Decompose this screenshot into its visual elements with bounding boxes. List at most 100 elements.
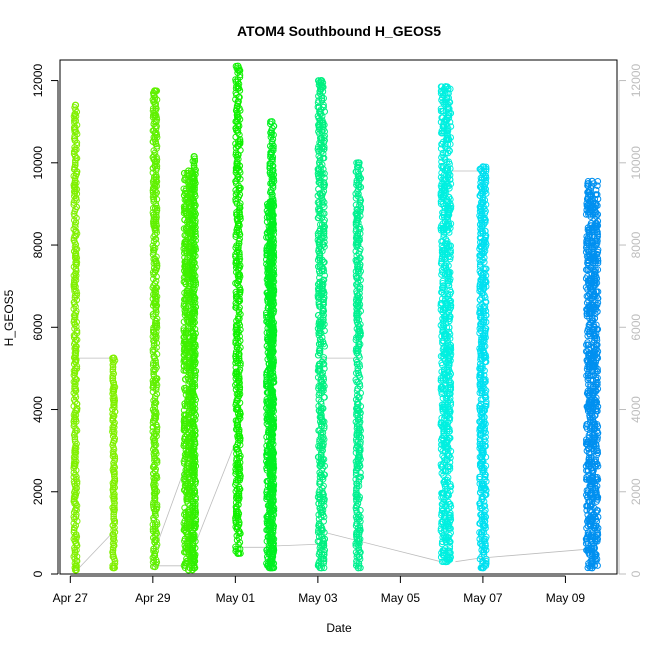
data-point [152,508,159,515]
x-axis-label: Date [326,621,352,635]
data-point [71,312,79,319]
profile-5 [189,153,200,572]
data-point [71,298,78,306]
data-point [150,246,157,254]
profile-top-point [151,87,159,95]
data-point [150,450,158,458]
data-point [110,513,117,520]
plot-frame [59,59,618,575]
data-point [73,214,80,222]
data-point [109,415,117,422]
profile-10 [352,159,365,572]
data-point [152,512,159,520]
data-point [109,361,117,369]
data-point [190,160,198,167]
data-point [73,327,81,335]
data-point [71,433,79,441]
connector-line [326,532,441,563]
data-point [72,159,79,167]
profile-1 [70,101,81,574]
profile-series [70,62,602,574]
data-point [72,157,79,164]
data-point [149,346,157,354]
data-point [192,230,199,238]
data-point [151,490,159,497]
profile-12 [476,163,490,572]
data-point [153,204,161,212]
profile-bottom-point [71,566,80,574]
data-point [150,311,157,318]
connector-line [192,442,236,552]
data-point [70,418,78,425]
data-point [152,532,159,539]
data-point [153,273,160,281]
data-point [71,436,79,443]
data-point [151,441,158,449]
data-point [150,514,157,522]
data-point [192,232,199,240]
profile-bottom-point [110,564,118,572]
chart-title: ATOM4 Southbound H_GEOS5 [237,23,441,39]
data-point [73,407,81,414]
data-point [190,197,198,205]
connector-line [76,532,113,571]
data-point [110,470,118,478]
data-point [149,184,157,192]
profile-bottom-point [151,562,159,571]
data-point [153,240,160,247]
profile-9 [314,76,329,572]
data-point [153,423,161,431]
profile-top-point [110,354,118,362]
data-point [111,468,118,476]
profile-2 [109,354,119,572]
connector-line [455,557,483,563]
data-point [71,132,78,140]
data-point [181,296,188,303]
data-point [73,141,81,149]
profile-top-point [71,101,80,109]
connector-line [486,548,587,558]
data-point [110,379,117,387]
data-point [109,544,117,552]
data-point [109,363,117,371]
data-point [192,228,199,236]
profile-11 [437,83,455,566]
data-point [152,392,159,400]
data-point [151,552,159,559]
data-point [192,193,199,200]
data-point [73,517,81,525]
data-point [111,455,119,462]
data-point [153,142,161,150]
data-point [71,190,78,197]
data-point [151,494,159,502]
data-point [70,420,78,428]
data-point [72,378,79,386]
data-point [70,234,78,242]
data-point [109,486,117,494]
data-point [70,509,78,516]
data-point [71,276,78,284]
data-point [71,212,78,220]
data-point [152,304,160,312]
profile-connector-lines [73,170,587,571]
data-point [109,372,116,380]
data-point [109,374,116,382]
data-point [153,384,160,391]
data-point [150,368,157,376]
profile-6 [232,62,244,558]
data-point [72,265,80,273]
connector-line [273,543,325,547]
data-point [181,402,189,410]
profile-top-point [184,167,193,175]
data-point [181,537,188,545]
data-point [150,366,157,374]
y-axis-label: H_GEOS5 [2,289,16,346]
data-point [110,428,118,436]
data-point [71,174,79,182]
data-point [71,221,79,228]
data-point [109,366,117,373]
data-point [180,318,188,326]
data-point [190,162,198,169]
data-point [150,191,157,199]
